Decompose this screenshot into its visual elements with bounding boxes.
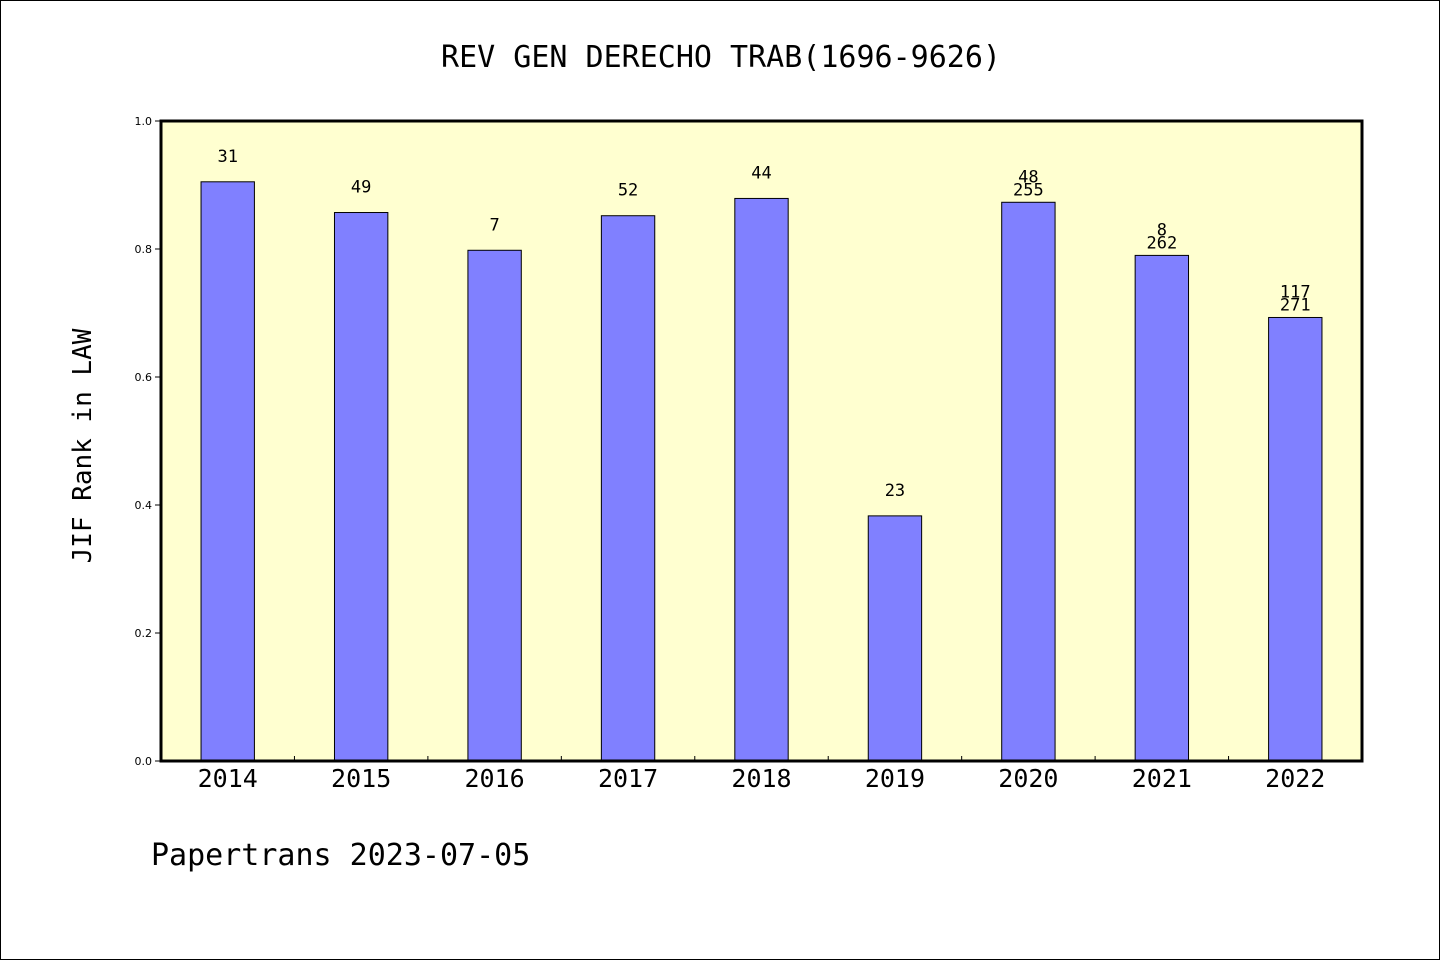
bar-2022 [1268,316,1323,762]
bar-label-2022-0: 117 [1280,282,1311,302]
chart-title: REV GEN DERECHO TRAB(1696-9626) [441,40,1001,75]
x-tick-label-2022: 2022 [1265,764,1325,793]
x-tick-label-2015: 2015 [331,764,391,793]
bar-label-2016-0: 7 [489,215,499,235]
bar-2017 [600,215,656,762]
bar-2020 [1001,201,1056,762]
y-axis-ticks: 0.0 0.2 0.4 0.6 0.8 1.0 [135,115,161,768]
x-tick-label-2017: 2017 [598,764,658,793]
y-tick-label-1: 0.2 [135,627,153,640]
x-tick-label-2018: 2018 [731,764,791,793]
bar-2018 [734,197,789,762]
x-tick-label-2021: 2021 [1132,764,1192,793]
footer-credit: Papertrans 2023-07-05 [151,838,530,873]
bar-label-2021-1: 262 [1146,233,1177,253]
bar-label-2020-1: 255 [1013,180,1044,200]
bar-2021 [1134,254,1190,762]
bars-group [200,181,1323,762]
bar-2015 [333,212,389,762]
y-axis-label: JIF Rank in LAW [68,328,98,563]
bar-label-2019-0: 23 [885,481,905,501]
bar-2014 [200,181,255,762]
y-tick-label-5: 1.0 [135,115,153,128]
y-tick-label-3: 0.6 [135,371,153,384]
bar-label-2022-1: 271 [1280,295,1311,315]
y-tick-label-2: 0.4 [135,499,153,512]
x-tick-label-2019: 2019 [865,764,925,793]
bar-label-2021-0: 8 [1157,220,1167,240]
bar-label-2015-0: 49 [351,178,371,198]
bar-label-2014-0: 31 [217,147,237,167]
x-axis-ticks: 2014 2015 2016 2017 2018 2019 2020 2021 2022 [198,756,1325,793]
bar-2016 [467,249,522,762]
y-tick-label-0: 0.0 [135,755,153,768]
bar-2019 [867,515,923,762]
y-tick-label-4: 0.8 [135,243,153,256]
x-tick-label-2020: 2020 [998,764,1058,793]
bar-label-2017-0: 52 [618,181,638,201]
x-tick-label-2016: 2016 [465,764,525,793]
plot-border [159,119,1364,763]
x-tick-label-2014: 2014 [198,764,258,793]
bar-label-2020-0: 48 [1018,167,1038,187]
bar-label-2018-0: 44 [751,163,771,183]
